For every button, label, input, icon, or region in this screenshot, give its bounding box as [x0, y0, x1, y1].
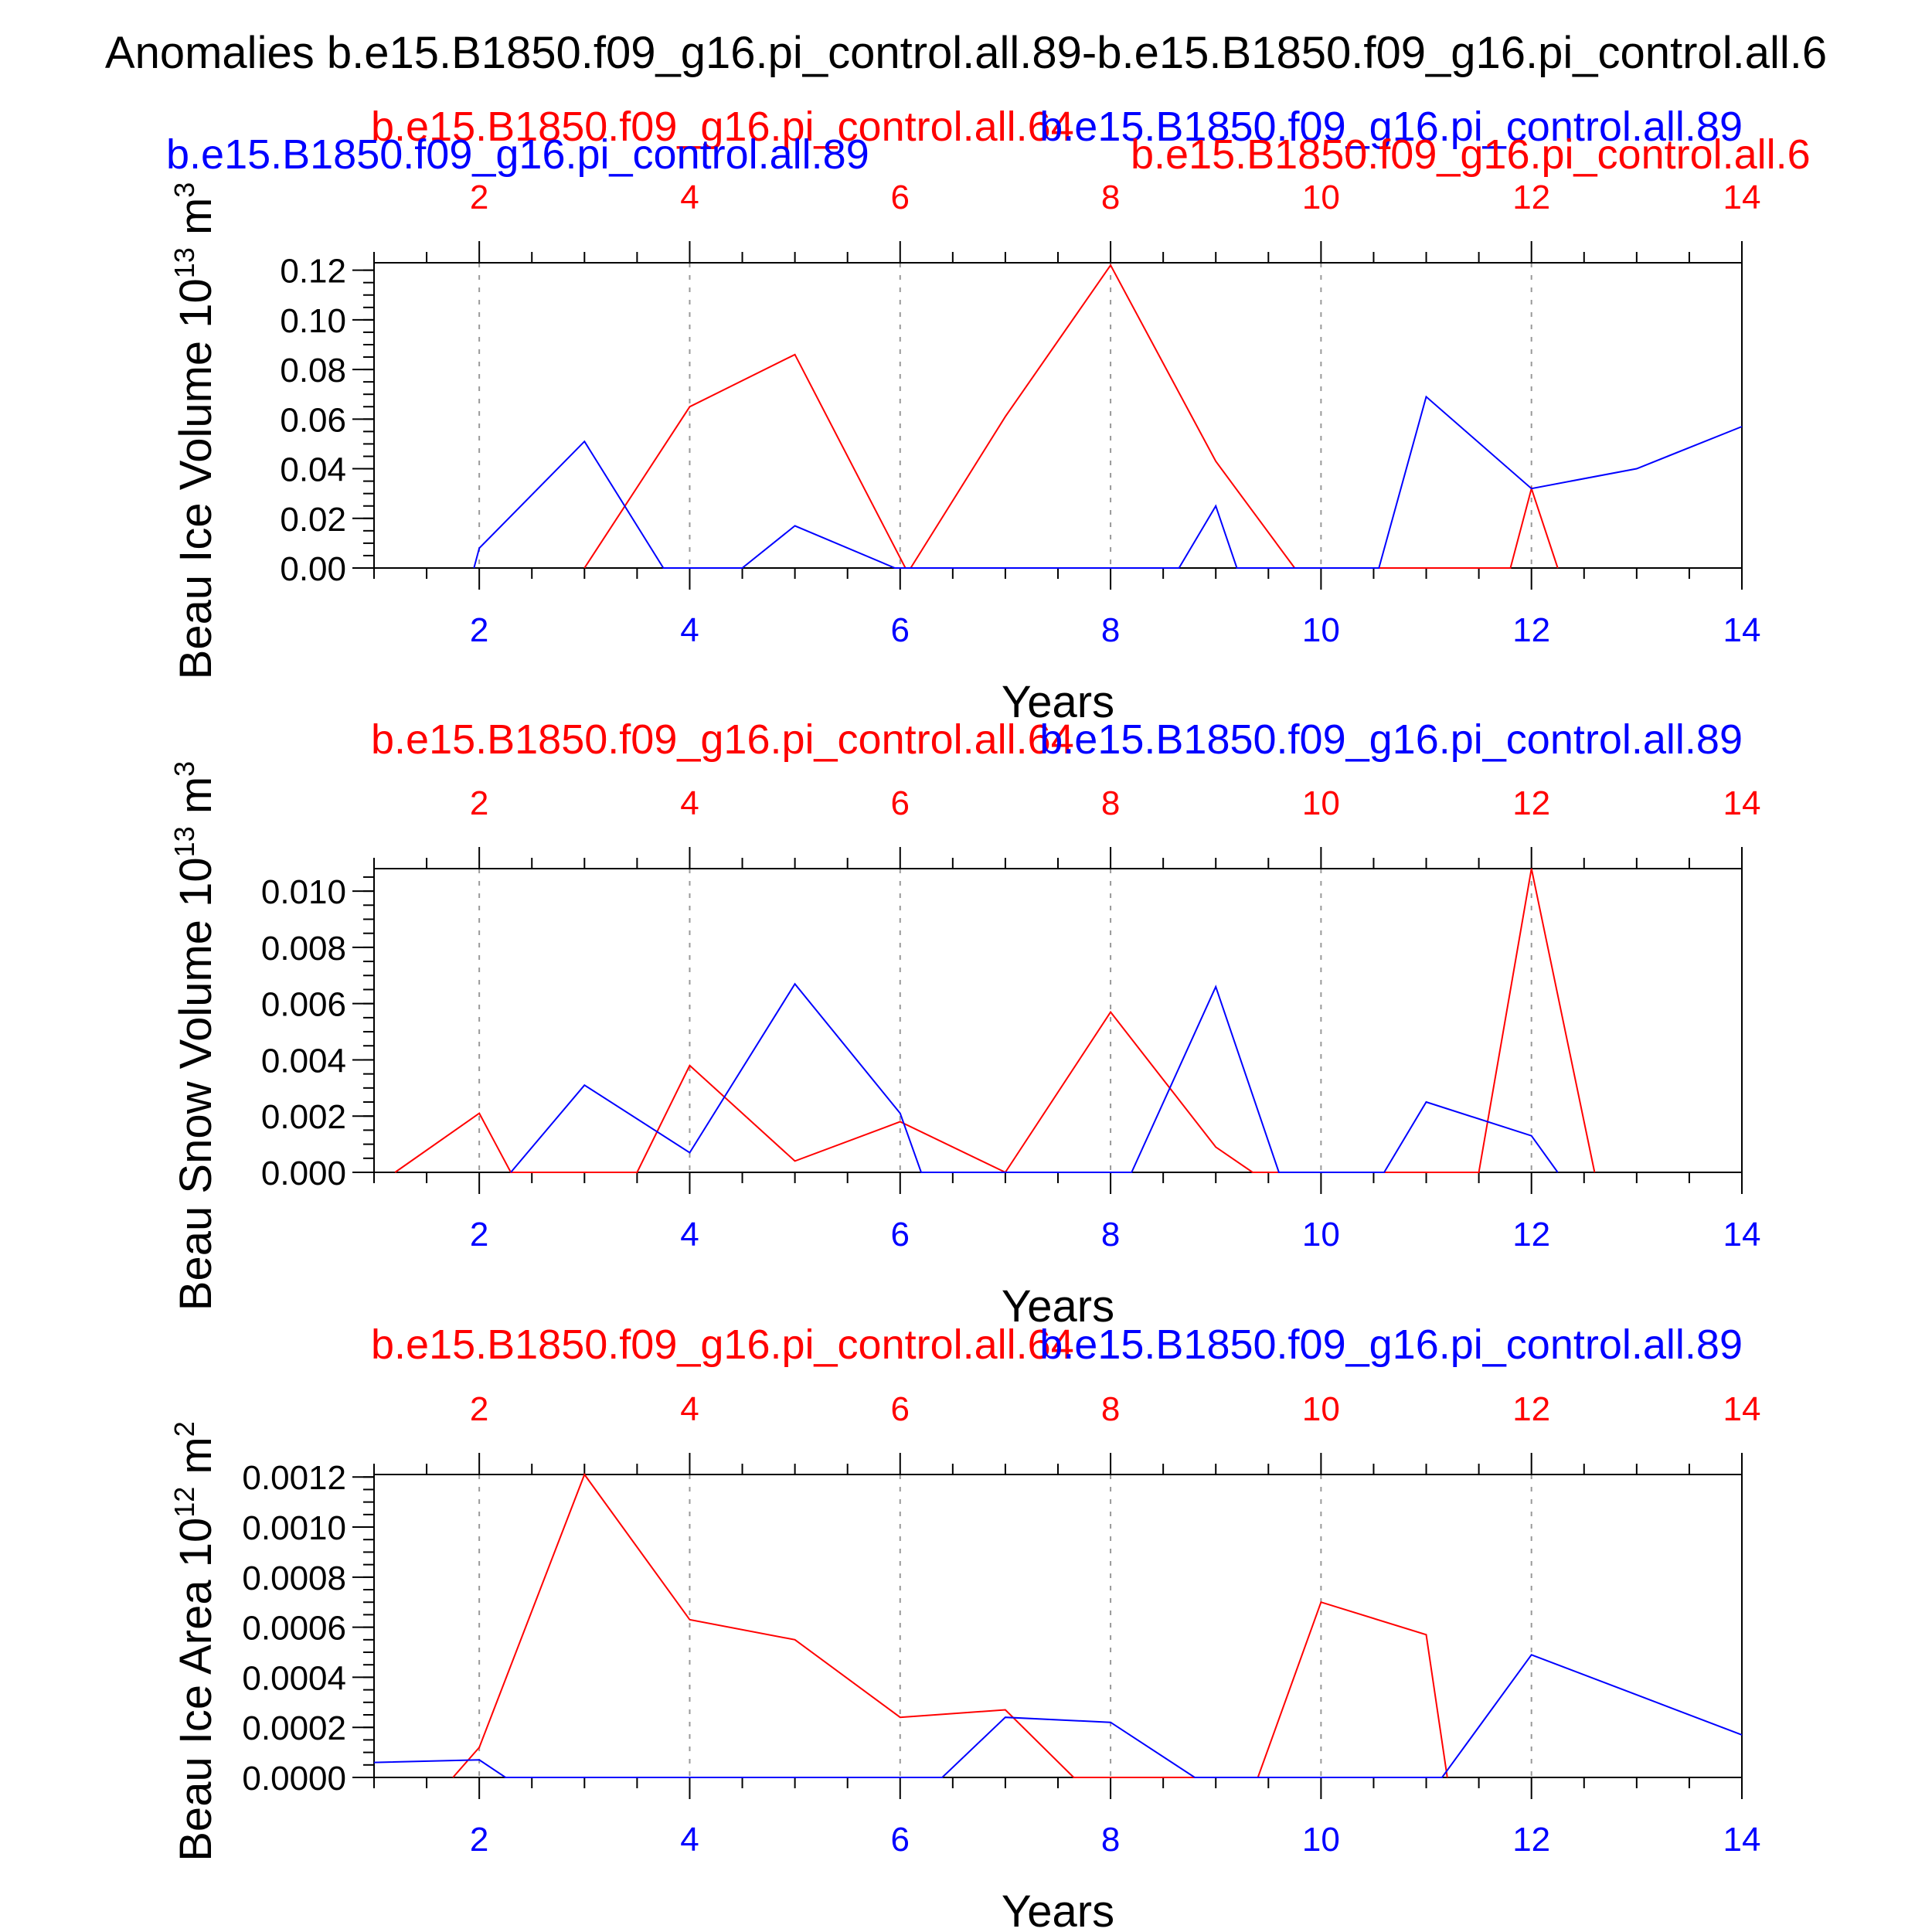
x-tick-label-top: 14 — [1723, 179, 1761, 216]
y-tick-label: 0.010 — [261, 873, 346, 911]
y-tick-label: 0.0000 — [242, 1760, 346, 1798]
x-tick-label-top: 14 — [1723, 784, 1761, 822]
panel-2: 0.000 0.002 0.004 0.006 0.008 0.010 2 2 4 4 6 6 8 8 10… — [168, 761, 1760, 1332]
x-tick-label-top: 8 — [1101, 784, 1120, 822]
x-tick-label-top: 12 — [1512, 179, 1550, 216]
header-red-right: b.e15.B1850.f09_g16.pi_control.all.6 — [1131, 131, 1811, 178]
header-blue-left: b.e15.B1850.f09_g16.pi_control.all.89 — [166, 131, 869, 178]
x-axis-label: Years — [1002, 1886, 1114, 1932]
y-tick-label: 0.10 — [280, 302, 346, 340]
chart-title: Anomalies b.e15.B1850.f09_g16.pi_control… — [105, 28, 1827, 78]
x-tick-label-bottom: 8 — [1101, 611, 1120, 649]
panel2-header-blue: b.e15.B1850.f09_g16.pi_control.all.89 — [1039, 716, 1743, 763]
panel3-header-blue: b.e15.B1850.f09_g16.pi_control.all.89 — [1039, 1321, 1743, 1368]
x-tick-label-top: 10 — [1302, 784, 1340, 822]
y-tick-label: 0.12 — [280, 253, 346, 291]
y-tick-label: 0.0006 — [242, 1610, 346, 1648]
panel3-header-red: b.e15.B1850.f09_g16.pi_control.all.64 — [371, 1321, 1074, 1368]
x-tick-label-top: 12 — [1512, 784, 1550, 822]
x-tick-label-top: 2 — [470, 1390, 488, 1428]
series-line-red — [394, 868, 1596, 1174]
plot-frame — [373, 868, 1743, 1173]
x-tick-label-top: 6 — [891, 179, 910, 216]
y-tick-label: 0.0010 — [242, 1509, 346, 1547]
x-tick-label-bottom: 6 — [891, 1821, 910, 1859]
y-tick-label: 0.0008 — [242, 1560, 346, 1597]
x-tick-label-bottom: 10 — [1302, 1821, 1340, 1859]
x-tick-label-bottom: 2 — [470, 1821, 488, 1859]
y-axis-label: Beau Ice Volume 1013 m3 — [168, 182, 221, 680]
x-tick-label-top: 4 — [680, 784, 699, 822]
x-tick-label-bottom: 8 — [1101, 1216, 1120, 1253]
x-tick-label-top: 12 — [1512, 1390, 1550, 1428]
y-tick-label: 0.002 — [261, 1098, 346, 1136]
x-tick-label-bottom: 14 — [1723, 611, 1761, 649]
header-red-overlay: b.e15.B1850.f09_g16.pi_control.all.64 — [371, 104, 1074, 150]
plot-frame — [373, 1474, 1743, 1778]
x-tick-label-top: 2 — [470, 179, 488, 216]
x-tick-label-top: 4 — [680, 1390, 699, 1428]
plot-frame — [373, 262, 1743, 569]
x-tick-label-top: 10 — [1302, 1390, 1340, 1428]
y-tick-label: 0.00 — [280, 550, 346, 588]
y-tick-label: 0.006 — [261, 986, 346, 1024]
x-tick-label-top: 10 — [1302, 179, 1340, 216]
x-tick-label-bottom: 4 — [680, 611, 699, 649]
x-axis-label: Years — [1002, 677, 1114, 727]
y-tick-label: 0.08 — [280, 352, 346, 389]
x-tick-label-bottom: 12 — [1512, 1216, 1550, 1253]
x-tick-label-bottom: 6 — [891, 1216, 910, 1253]
series-line-red — [452, 1472, 1448, 1778]
y-tick-label: 0.0004 — [242, 1659, 346, 1697]
y-tick-label: 0.0002 — [242, 1709, 346, 1747]
y-tick-label: 0.04 — [280, 451, 346, 489]
x-tick-label-top: 14 — [1723, 1390, 1761, 1428]
series-line-red — [583, 264, 1559, 569]
y-tick-label: 0.02 — [280, 501, 346, 539]
x-tick-label-top: 8 — [1101, 1390, 1120, 1428]
series-line-blue — [473, 395, 1743, 569]
x-tick-label-bottom: 2 — [470, 1216, 488, 1253]
x-tick-label-top: 6 — [891, 784, 910, 822]
x-tick-label-top: 6 — [891, 1390, 910, 1428]
y-tick-label: 0.008 — [261, 930, 346, 968]
x-tick-label-bottom: 2 — [470, 611, 488, 649]
x-tick-label-top: 4 — [680, 179, 699, 216]
header-blue-right: b.e15.B1850.f09_g16.pi_control.all.89 — [1039, 104, 1743, 150]
y-tick-label: 0.004 — [261, 1042, 346, 1080]
x-tick-label-bottom: 8 — [1101, 1821, 1120, 1859]
y-tick-label: 0.000 — [261, 1155, 346, 1192]
series-line-blue — [510, 982, 1559, 1173]
y-tick-label: 0.06 — [280, 401, 346, 439]
series-line-blue — [373, 1654, 1743, 1778]
x-tick-label-bottom: 4 — [680, 1216, 699, 1253]
x-tick-label-bottom: 12 — [1512, 611, 1550, 649]
x-tick-label-bottom: 12 — [1512, 1821, 1550, 1859]
panel2-header-red: b.e15.B1850.f09_g16.pi_control.all.64 — [371, 716, 1074, 763]
panel-1: 0.00 0.02 0.04 0.06 0.08 0.10 0.12 2 2 4 4 6 6 8 8 10 10… — [168, 179, 1760, 727]
y-axis-label: Beau Ice Area 1012 m2 — [168, 1421, 221, 1862]
y-tick-label: 0.0012 — [242, 1459, 346, 1497]
x-axis-label: Years — [1002, 1281, 1114, 1332]
x-tick-label-bottom: 14 — [1723, 1821, 1761, 1859]
x-tick-label-bottom: 4 — [680, 1821, 699, 1859]
y-axis-label: Beau Snow Volume 1013 m3 — [168, 761, 221, 1311]
x-tick-label-bottom: 6 — [891, 611, 910, 649]
x-tick-label-top: 8 — [1101, 179, 1120, 216]
x-tick-label-top: 2 — [470, 784, 488, 822]
panel-3: 0.0000 0.0002 0.0004 0.0006 0.0008 0.0010 0.00… — [168, 1390, 1760, 1932]
x-tick-label-bottom: 10 — [1302, 611, 1340, 649]
x-tick-label-bottom: 14 — [1723, 1216, 1761, 1253]
x-tick-label-bottom: 10 — [1302, 1216, 1340, 1253]
